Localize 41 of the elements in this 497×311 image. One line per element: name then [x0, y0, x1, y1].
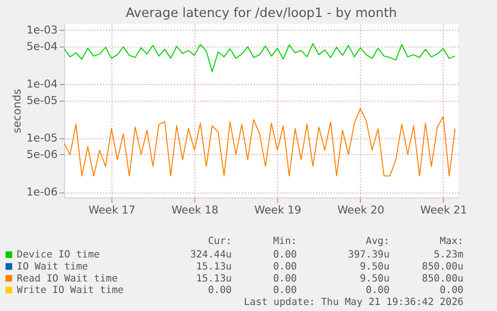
text: Avg:	[366, 236, 390, 247]
y-tick-label: 1e-04	[26, 78, 58, 91]
text: 9.50u	[360, 261, 390, 272]
text: 15.13u	[196, 261, 232, 272]
y-tick-label: 5e-05	[26, 94, 58, 107]
y-tick-label: 1e-03	[26, 24, 58, 36]
text: 0.00	[440, 285, 464, 296]
text: 15.13u	[196, 273, 232, 284]
y-tick-label: 1e-05	[26, 132, 58, 145]
legend-label: Read IO Wait time	[16, 273, 118, 284]
text: 0.00	[273, 285, 297, 296]
x-tick-label: Week 18	[171, 204, 218, 217]
text: Cur:	[208, 236, 232, 247]
text: Min:	[273, 236, 297, 247]
text: 850.00u	[422, 261, 464, 272]
text: 0.00	[273, 250, 297, 261]
line-series	[64, 43, 456, 72]
legend-label: Device IO time	[16, 250, 100, 261]
legend-label: IO Wait time	[16, 261, 88, 272]
text: 0.00	[366, 285, 390, 296]
text: 9.50u	[360, 273, 390, 284]
y-tick-label: 1e-06	[26, 186, 58, 199]
legend-label: Write IO Wait time	[16, 285, 124, 296]
text: Last update: Thu May 21 19:36:42 2026	[244, 296, 464, 308]
text: 5.23m	[434, 250, 464, 261]
text: 397.39u	[348, 250, 390, 261]
x-tick-label: Week 20	[337, 204, 384, 217]
y-tick-label: 5e-04	[26, 40, 58, 53]
x-tick-label: Week 21	[420, 204, 468, 217]
text: 324.44u	[190, 250, 232, 261]
y-tick-label: 5e-06	[26, 148, 58, 161]
text: 0.00	[273, 273, 297, 284]
text: Max:	[440, 236, 464, 247]
text: 0.00	[273, 261, 297, 272]
chart-title: Average latency for /dev/loop1 - by month	[126, 6, 397, 21]
line-series	[64, 108, 456, 176]
x-tick-label: Week 19	[254, 204, 302, 217]
text: 850.00u	[422, 273, 464, 284]
x-tick-label: Week 17	[88, 204, 136, 217]
y-axis-title: seconds	[10, 88, 24, 134]
text: 0.00	[208, 285, 232, 296]
